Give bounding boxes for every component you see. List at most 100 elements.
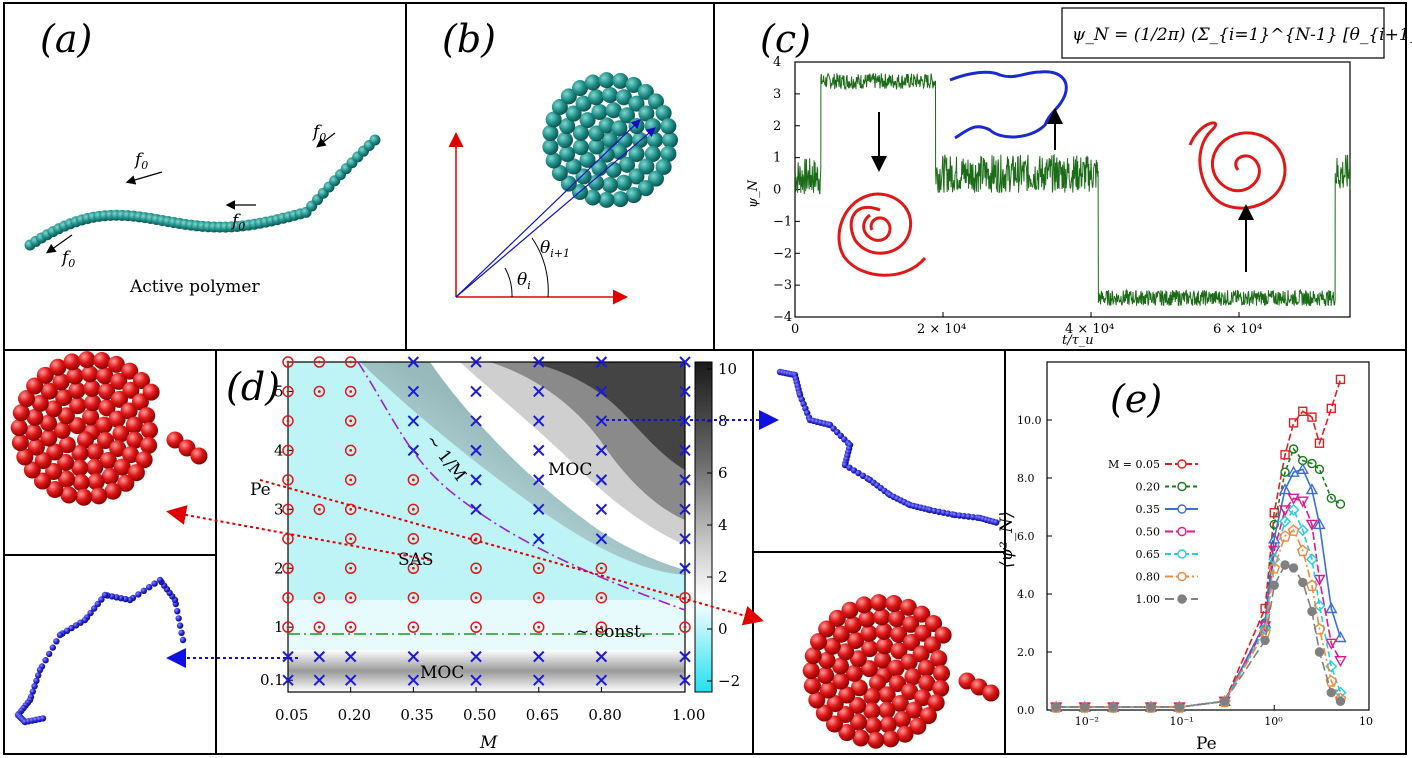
monomer [551, 99, 568, 116]
monomer [78, 351, 96, 369]
spiral-snapshot-left [10, 351, 208, 506]
link-arrows [166, 410, 779, 668]
data-point [1278, 483, 1292, 495]
moc-marker [679, 356, 691, 368]
monomer [860, 660, 878, 678]
active-polymer-chain [24, 134, 381, 251]
moc-marker [470, 415, 482, 427]
monomer [178, 629, 185, 636]
sas-marker [344, 415, 357, 427]
moc-marker [407, 385, 420, 398]
moc-marker [533, 650, 545, 663]
monomer [151, 580, 158, 587]
monomer [837, 643, 855, 661]
monomer [36, 666, 44, 674]
coil-conformation [949, 70, 1068, 140]
region-sas: SAS [398, 550, 434, 570]
monomer [885, 594, 903, 612]
sas-marker-dot [537, 625, 541, 629]
sas-marker-dot [683, 625, 687, 629]
legend-label: 0.80 [1136, 571, 1161, 584]
monomer [612, 191, 629, 208]
sas-marker-dot [286, 448, 290, 452]
monomer [135, 591, 142, 598]
monomer [96, 367, 114, 385]
moc-marker [679, 503, 691, 516]
xtick-label: 0.20 [338, 706, 371, 724]
moc-marker [407, 356, 420, 368]
sas-marker [344, 562, 357, 574]
spiral-snapshot-right [802, 594, 1000, 749]
panel-a-label: (a) [40, 17, 92, 61]
ytick-label: 4 [274, 441, 284, 459]
monomer [126, 431, 144, 449]
monomer [628, 118, 645, 135]
sas-marker-dot [349, 625, 353, 629]
data-point [1296, 524, 1309, 537]
monomer [919, 707, 937, 725]
colorbar-tick-label: −2 [718, 672, 740, 690]
data-point [1288, 418, 1299, 428]
ytick-label: 2 [274, 559, 284, 577]
monomer [899, 598, 917, 616]
sas-marker-dot [286, 360, 290, 364]
monomer [625, 76, 642, 93]
moc-marker [595, 356, 608, 368]
data-point [1313, 599, 1326, 612]
colorbar-tick-label: 2 [718, 568, 728, 586]
monomer [39, 715, 47, 722]
region-moc-top: MOC [548, 460, 592, 480]
ytick-label: −2 [773, 246, 792, 261]
monomer [869, 674, 887, 692]
monomer [140, 587, 147, 594]
legend-label: 0.65 [1136, 548, 1161, 561]
monomer [110, 372, 128, 390]
monomer [190, 447, 208, 465]
monomer [873, 608, 891, 626]
data-point [1325, 638, 1338, 650]
sas-marker [344, 356, 357, 368]
monomer [918, 674, 936, 692]
sas-marker-dot [286, 507, 290, 511]
sas-marker [407, 562, 420, 574]
monomer [934, 626, 952, 644]
monomer [133, 372, 151, 390]
monomer [113, 458, 131, 476]
monomer [825, 715, 843, 733]
monomer [901, 683, 919, 701]
sas-marker-dot [286, 390, 290, 393]
monomer [33, 472, 51, 490]
monomer [23, 461, 41, 479]
data-point [1335, 696, 1346, 706]
ytick-label: 1 [274, 618, 284, 636]
monomer [887, 659, 905, 677]
monomer [111, 390, 129, 408]
monomer [890, 642, 908, 660]
monomer [141, 421, 159, 439]
monomer [847, 632, 865, 650]
data-point [1279, 530, 1291, 542]
moc-marker [595, 474, 608, 486]
monomer [16, 448, 34, 466]
ytick-label: −4 [773, 310, 792, 325]
monomer [120, 402, 138, 420]
monomer [914, 689, 932, 707]
data-point [1174, 702, 1185, 712]
monomer [94, 600, 102, 608]
heatmap [288, 362, 685, 692]
monomer [611, 143, 628, 160]
monomer [27, 438, 45, 456]
plot-d-ticks: 0.05 0.20 0.35 0.50 0.65 0.80 1.00 5 4 3 2 1 0.1 [260, 382, 705, 724]
region-moc-bottom: MOC [420, 663, 464, 683]
monomer [90, 487, 108, 505]
monomer [96, 431, 114, 449]
data-point [1298, 577, 1308, 588]
legend-marker [1177, 526, 1187, 537]
legend-marker [1177, 481, 1187, 492]
sas-marker-dot [474, 625, 478, 629]
sas-marker [470, 533, 482, 545]
monomer [852, 729, 870, 747]
xtick-label: 0.05 [275, 706, 308, 724]
monomer [57, 407, 75, 425]
data-point [1279, 515, 1292, 528]
